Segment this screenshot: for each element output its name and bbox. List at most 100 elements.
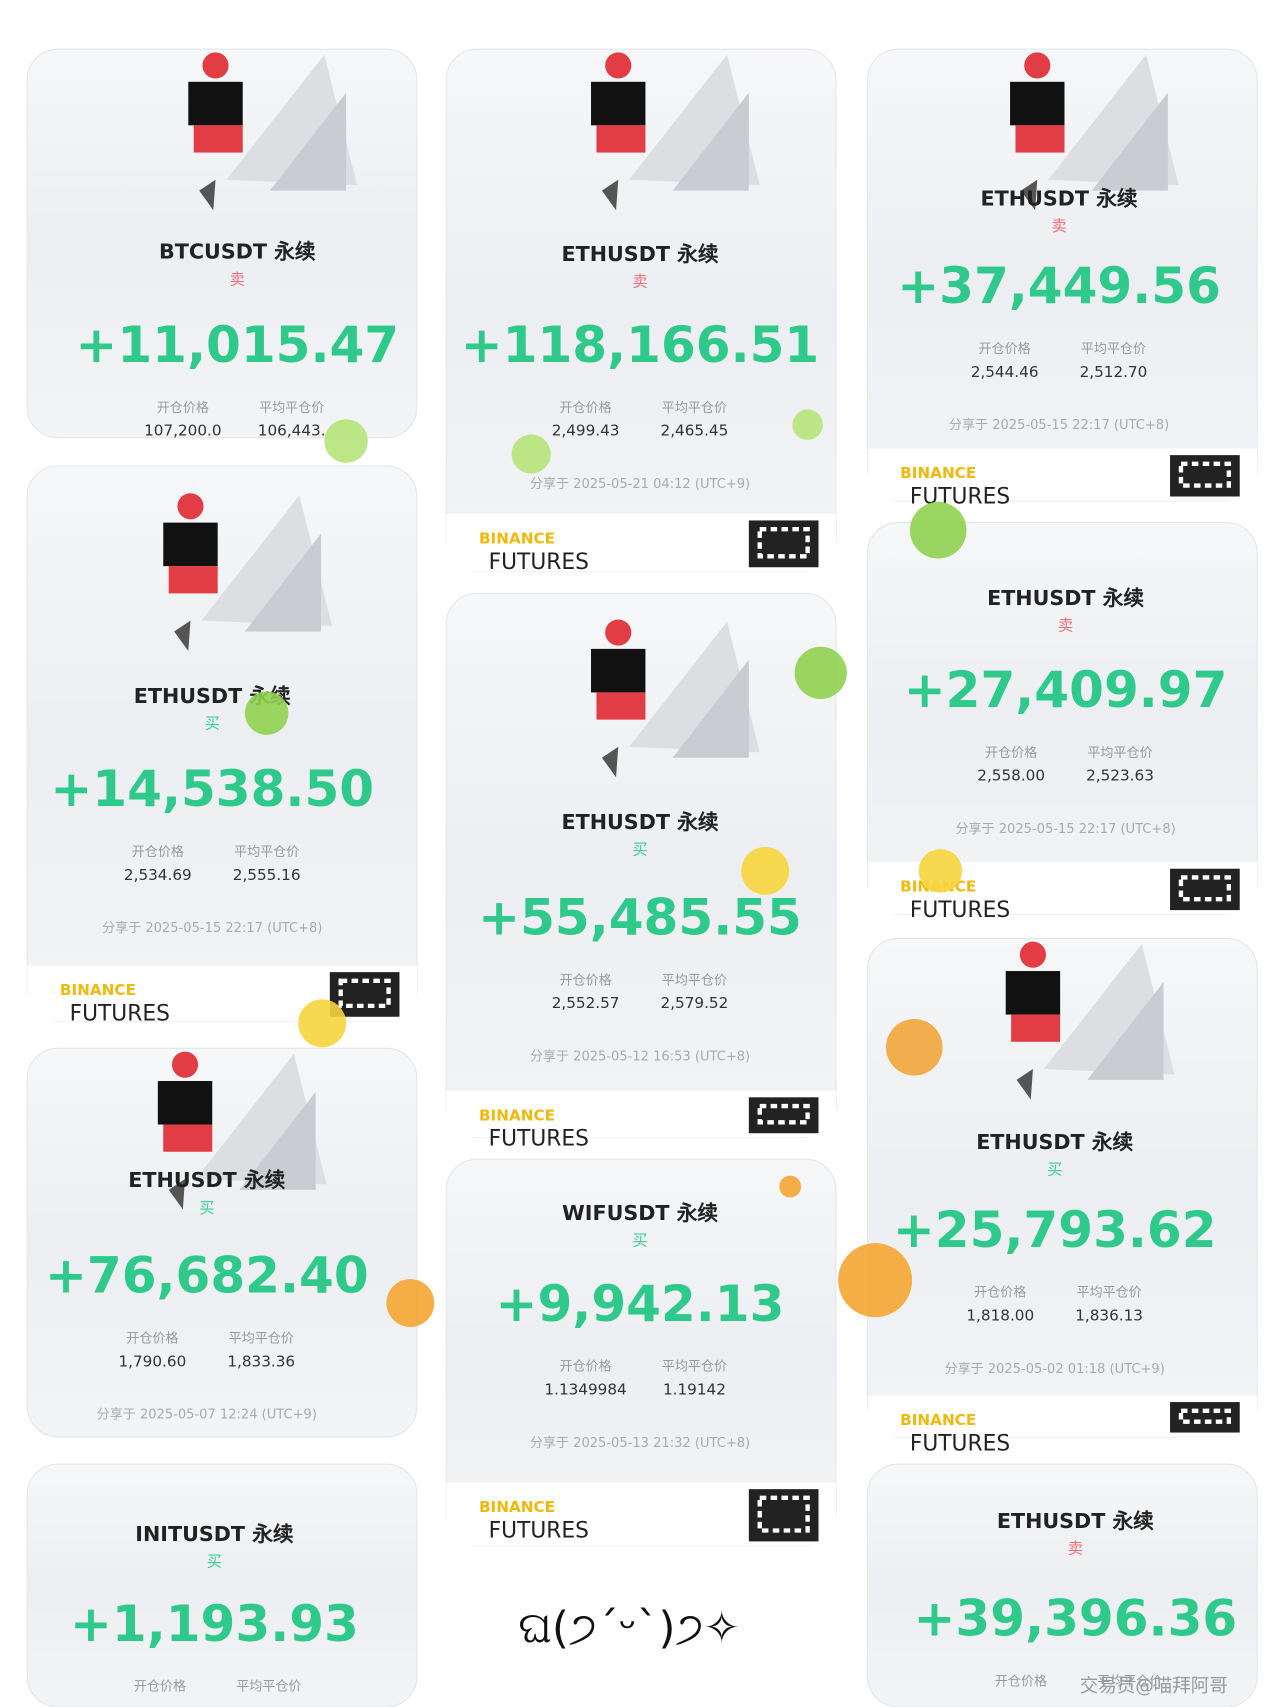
open-price: 2,558.00: [977, 767, 1045, 785]
side: 买: [632, 1231, 647, 1249]
close-price: 106,443.: [258, 422, 326, 440]
open-label: 开仓价格: [126, 1330, 178, 1346]
illustration-shape: [672, 659, 749, 758]
brand-product: FUTURES: [70, 1002, 170, 1027]
symbol: INITUSDT 永续: [135, 1522, 294, 1546]
brand-product: FUTURES: [489, 550, 589, 575]
pnl: +39,396.36: [914, 1589, 1238, 1647]
sticker-dot: [885, 1018, 943, 1076]
open-label: 开仓价格: [979, 341, 1031, 357]
pnl-card: ETHUSDT 永续买 +76,682.40 开仓价格 平均平仓价 1,790.60 1,…: [26, 1047, 418, 1438]
close-label: 平均平仓价: [1081, 342, 1146, 357]
sticker-dot: [386, 1279, 435, 1327]
illustration-figure: [605, 619, 632, 646]
card-bg: [26, 1047, 418, 1438]
illustration-shape: [239, 1091, 316, 1190]
sticker-dot: [324, 419, 368, 463]
illustration-figure: [1024, 52, 1051, 79]
illustration-figure: [199, 179, 216, 211]
illustration-figure: [591, 648, 646, 693]
share-time: 分享于 2025-05-13 21:32 (UTC+8): [530, 1435, 750, 1451]
close-price: 2,512.70: [1080, 363, 1148, 381]
sticker-dot: [918, 849, 963, 893]
card-bg: [866, 1463, 1258, 1707]
illustration-figure: [171, 1051, 199, 1078]
brand-product: FUTURES: [910, 1432, 1010, 1457]
side: 买: [1047, 1161, 1062, 1179]
brand-name: BINANCE: [900, 464, 976, 482]
open-label: 开仓价格: [132, 844, 184, 860]
share-time: 分享于 2025-05-15 22:17 (UTC+8): [949, 417, 1169, 433]
close-label: 平均平仓价: [1087, 746, 1152, 761]
side: 卖: [632, 273, 647, 291]
close-label: 平均平仓价: [662, 973, 727, 988]
illustration-figure: [202, 52, 229, 79]
pnl-card: ETHUSDT 永续卖 +37,449.56 开仓价格 平均平仓价 2,544.46 2,…: [866, 48, 1258, 510]
pnl: +14,538.50: [50, 760, 374, 818]
illustration-figure: [1005, 971, 1061, 1015]
pnl-card: WIFUSDT 永续买 +9,942.13 开仓价格 平均平仓价 1.1349984 1.…: [445, 1158, 837, 1547]
close-label: 平均平仓价: [229, 1331, 294, 1346]
illustration-figure: [596, 692, 646, 720]
illustration-figure: [1019, 941, 1046, 968]
qr-inner: [757, 1103, 810, 1125]
qr-inner: [757, 526, 810, 559]
illustration-figure: [168, 566, 218, 594]
open-label: 开仓价格: [559, 1359, 611, 1375]
pnl-card: BTCUSDT 永续卖 +11,015.47 开仓价格 平均平仓价 107,200.0 1…: [26, 48, 418, 440]
illustration-figure: [1016, 1069, 1033, 1100]
brand-name: BINANCE: [479, 529, 555, 547]
pnl: +11,015.47: [75, 316, 399, 374]
illustration-figure: [163, 522, 218, 567]
illustration-figure: [157, 1080, 213, 1125]
symbol: ETHUSDT 永续: [562, 242, 719, 266]
pnl: +25,793.62: [893, 1201, 1217, 1259]
symbol: ETHUSDT 永续: [987, 586, 1144, 610]
illustration-figure: [174, 620, 191, 652]
illustration-figure: [163, 1124, 213, 1152]
illustration-figure: [1020, 179, 1038, 211]
open-label: 开仓价格: [995, 1673, 1047, 1689]
illustration-figure: [601, 179, 619, 211]
open-price: 1,790.60: [118, 1352, 186, 1370]
share-time: 分享于 2025-05-02 01:18 (UTC+9): [945, 1361, 1165, 1377]
pnl-card: ETHUSDT 永续卖 +39,396.36 开仓价格 平均平仓价: [866, 1463, 1258, 1707]
symbol: ETHUSDT 永续: [997, 1509, 1154, 1533]
close-price: 2,579.52: [661, 994, 729, 1012]
open-price: 2,544.46: [971, 363, 1039, 381]
pnl-card: INITUSDT 永续买 +1,193.93 开仓价格 平均平仓价: [26, 1463, 418, 1707]
symbol: ETHUSDT 永续: [128, 1168, 285, 1192]
close-label: 平均平仓价: [1097, 1674, 1162, 1689]
close-label: 平均平仓价: [662, 1360, 727, 1375]
illustration-shape: [244, 533, 322, 632]
close-price: 1,833.36: [227, 1352, 295, 1370]
pnl-card: ETHUSDT 永续卖 +27,409.97 开仓价格 平均平仓价 2,558.00 2,…: [866, 522, 1258, 923]
open-price: 2,552.57: [552, 994, 620, 1012]
close-label: 平均平仓价: [259, 401, 324, 416]
open-price: 107,200.0: [144, 422, 221, 440]
qr-inner: [1178, 461, 1232, 488]
side: 卖: [1051, 217, 1066, 235]
symbol: BTCUSDT 永续: [159, 240, 316, 264]
brand-product: FUTURES: [489, 1127, 589, 1152]
symbol: ETHUSDT 永续: [981, 186, 1138, 210]
open-price: 2,534.69: [124, 866, 192, 884]
illustration-shape: [672, 92, 749, 191]
close-price: 2,523.63: [1086, 767, 1154, 785]
pnl: +55,485.55: [478, 888, 802, 946]
illustration-figure: [1010, 81, 1065, 126]
open-label: 开仓价格: [974, 1285, 1026, 1301]
open-label: 开仓价格: [985, 745, 1037, 761]
illustration-figure: [193, 125, 243, 153]
card-bg: [26, 1463, 418, 1707]
sticker-dot: [511, 434, 551, 474]
sticker-dot: [909, 501, 967, 559]
sticker-dot: [838, 1243, 913, 1318]
sticker-dot: [298, 999, 347, 1048]
qr-inner: [1178, 875, 1232, 902]
open-label: 开仓价格: [559, 400, 611, 416]
card-bg: [26, 465, 418, 1022]
